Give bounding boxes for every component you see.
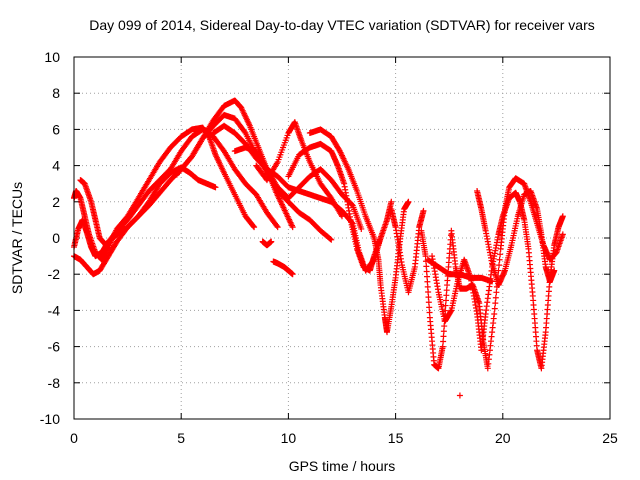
- data-point: [441, 323, 448, 330]
- y-tick-label: -6: [48, 339, 61, 355]
- data-series: [270, 258, 296, 278]
- data-point: [425, 299, 432, 306]
- plot-frame: [73, 56, 611, 420]
- data-point: [456, 392, 463, 399]
- x-tick-label: 0: [70, 430, 78, 446]
- y-tick-label: -2: [48, 266, 61, 282]
- data-series: [259, 238, 275, 249]
- chart-title: Day 099 of 2014, Sidereal Day-to-day VTE…: [89, 17, 595, 33]
- data-point: [559, 213, 566, 220]
- data-point: [426, 309, 433, 316]
- axis-ticks: 0 5 10 15 20 25 -10 -8 -6 -4 -2 0 2 4 6 8 10: [40, 49, 618, 446]
- data-point: [424, 283, 431, 290]
- data-point: [268, 238, 275, 245]
- data-point: [339, 213, 345, 220]
- y-tick-label: -10: [40, 411, 60, 427]
- data-series: [456, 392, 463, 399]
- data-series: [71, 97, 296, 260]
- data-point: [405, 198, 412, 205]
- data-point: [443, 287, 450, 294]
- data-point: [423, 263, 430, 270]
- data-series: [253, 119, 345, 220]
- data-point: [440, 333, 447, 340]
- y-tick-label: 0: [52, 230, 60, 246]
- data-point: [425, 288, 432, 295]
- y-tick-label: 10: [44, 49, 60, 65]
- data-series: [71, 164, 219, 278]
- data-point: [489, 278, 496, 285]
- y-axis-label: SDTVAR / TECUs: [9, 182, 25, 294]
- x-tick-label: 10: [281, 430, 297, 446]
- data-point: [443, 292, 450, 299]
- x-tick-label: 20: [495, 430, 511, 446]
- y-tick-label: 8: [52, 85, 60, 101]
- data-series: [285, 140, 384, 274]
- data-point: [327, 236, 334, 243]
- data-point: [559, 231, 566, 238]
- data-point: [493, 289, 500, 296]
- data-series: [429, 189, 566, 372]
- data-point: [442, 297, 449, 304]
- data-point: [492, 300, 499, 307]
- data-point: [440, 338, 447, 345]
- data-point: [425, 294, 432, 301]
- y-tick-label: -8: [48, 375, 61, 391]
- x-tick-label: 5: [177, 430, 185, 446]
- data-point: [491, 311, 498, 318]
- data-series: [424, 256, 496, 285]
- data-point: [442, 302, 449, 309]
- data-point: [388, 198, 395, 205]
- data-point: [420, 207, 427, 214]
- data-point: [551, 267, 558, 274]
- data-point: [439, 343, 446, 350]
- grid: [74, 57, 610, 419]
- data-point: [251, 224, 258, 231]
- y-tick-label: 2: [52, 194, 60, 210]
- data-point: [328, 236, 335, 243]
- data-point: [274, 224, 281, 231]
- data-point: [424, 278, 431, 285]
- data-point: [424, 273, 431, 280]
- y-tick-label: 4: [52, 158, 60, 174]
- data-point: [491, 305, 498, 312]
- data-series: [71, 124, 258, 263]
- data-series: [474, 187, 558, 289]
- x-axis-label: GPS time / hours: [289, 458, 396, 474]
- data-point: [426, 304, 433, 311]
- y-tick-label: -4: [48, 302, 61, 318]
- data-point: [496, 262, 503, 269]
- data-series: [388, 206, 427, 296]
- data-point: [423, 268, 430, 275]
- data-points: [71, 97, 566, 399]
- data-point: [289, 224, 296, 231]
- data-point: [440, 328, 447, 335]
- data-point: [496, 256, 503, 263]
- data-point: [422, 253, 429, 260]
- data-point: [497, 251, 504, 258]
- data-point: [492, 294, 499, 301]
- data-series: [306, 126, 412, 336]
- data-point: [273, 222, 280, 229]
- data-point: [358, 225, 365, 232]
- x-tick-label: 25: [602, 430, 618, 446]
- data-point: [377, 235, 384, 241]
- data-point: [241, 128, 248, 135]
- data-point: [289, 271, 296, 278]
- y-tick-label: 6: [52, 121, 60, 137]
- x-tick-label: 15: [388, 430, 404, 446]
- data-point: [250, 223, 257, 230]
- data-point: [212, 184, 219, 191]
